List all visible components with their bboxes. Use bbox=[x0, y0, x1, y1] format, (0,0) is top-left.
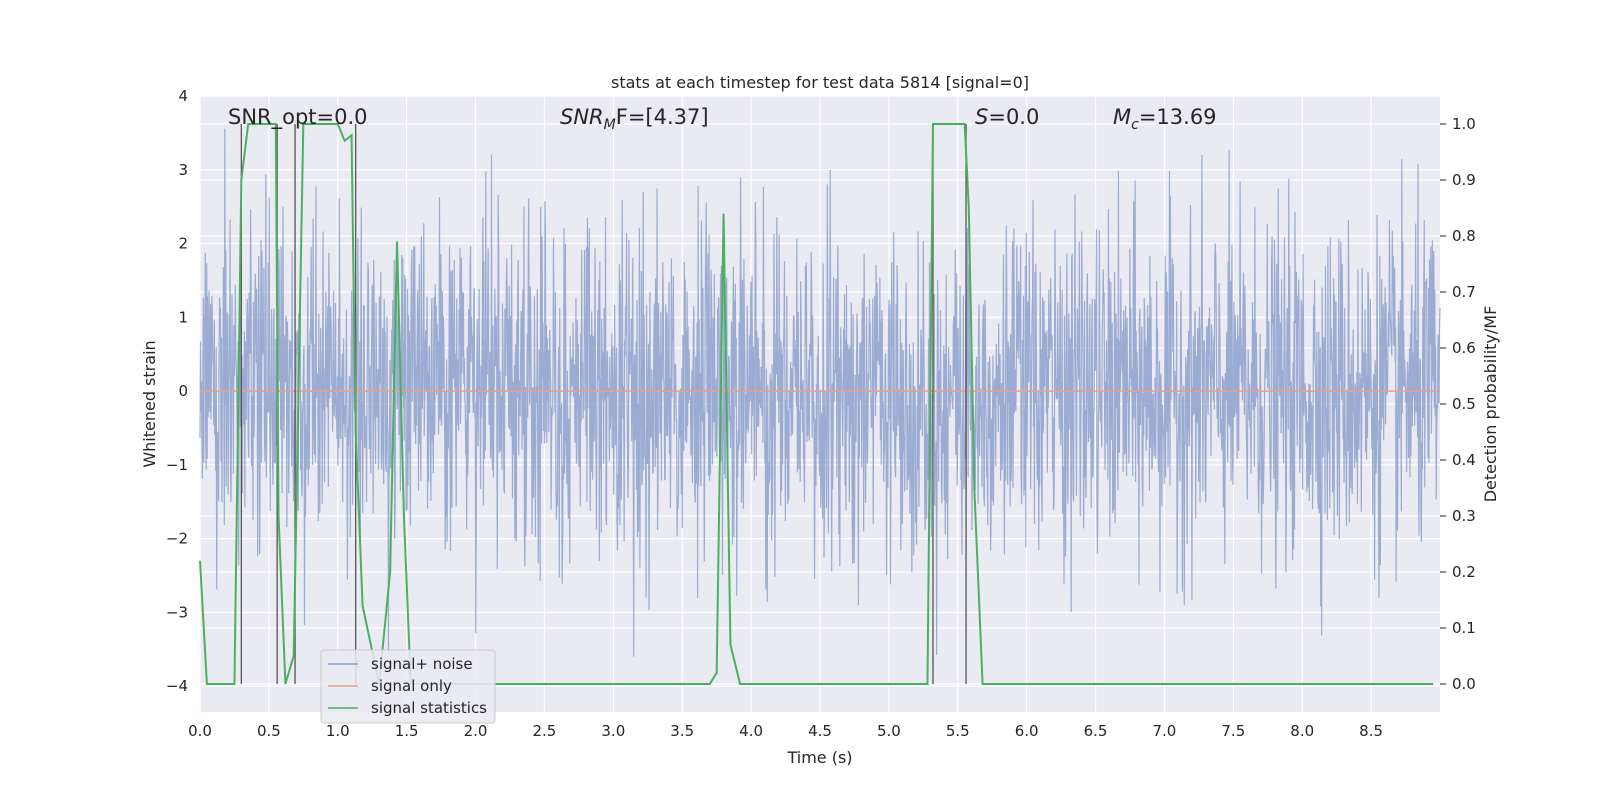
x-tick-label: 7.0 bbox=[1153, 722, 1177, 740]
legend-label-signal-noise: signal+ noise bbox=[371, 655, 473, 673]
signal-noise-line bbox=[199, 128, 1441, 657]
y-left-tick-label: −2 bbox=[166, 530, 188, 548]
series-signal-noise bbox=[199, 128, 1441, 657]
y-right-tick-label: 0.0 bbox=[1452, 675, 1476, 693]
x-tick-label: 0.5 bbox=[257, 722, 281, 740]
y-axis-label-left: Whitened strain bbox=[140, 340, 159, 467]
y-right-tick-label: 0.2 bbox=[1452, 563, 1476, 581]
x-tick-label: 6.0 bbox=[1015, 722, 1039, 740]
annotation-s: S=0.0 bbox=[975, 105, 1039, 129]
x-tick-label: 1.0 bbox=[326, 722, 350, 740]
x-tick-label: 4.0 bbox=[739, 722, 763, 740]
y-right-tick-label: 0.5 bbox=[1452, 395, 1476, 413]
x-axis-label: Time (s) bbox=[786, 748, 852, 767]
y-right-tick-label: 1.0 bbox=[1452, 115, 1476, 133]
y-right-tick-label: 0.3 bbox=[1452, 507, 1476, 525]
y-axis-label-right: Detection probability/MF bbox=[1481, 306, 1500, 503]
x-tick-label: 5.0 bbox=[877, 722, 901, 740]
legend: signal+ noise signal only signal statist… bbox=[320, 649, 496, 724]
x-tick-label: 8.0 bbox=[1290, 722, 1314, 740]
y-left-tick-label: 3 bbox=[178, 161, 188, 179]
legend-label-signal-only: signal only bbox=[371, 677, 452, 695]
y-right-tick-label: 0.7 bbox=[1452, 283, 1476, 301]
axis-ticks: 0.0 0.5 1.0 1.5 2.0 2.5 3.0 3.5 4.0 4.5 5.0 5.5 6.0 6… bbox=[166, 87, 1476, 740]
chart-title: stats at each timestep for test data 581… bbox=[611, 73, 1029, 92]
x-tick-label: 7.5 bbox=[1221, 722, 1245, 740]
y-left-tick-label: 4 bbox=[178, 87, 188, 105]
x-tick-label: 0.0 bbox=[188, 722, 212, 740]
legend-box bbox=[320, 649, 496, 724]
y-left-tick-label: −1 bbox=[166, 456, 188, 474]
x-tick-label: 3.0 bbox=[601, 722, 625, 740]
y-right-tick-label: 0.9 bbox=[1452, 171, 1476, 189]
legend-label-signal-statistics: signal statistics bbox=[371, 699, 487, 717]
x-tick-label: 3.5 bbox=[670, 722, 694, 740]
x-tick-label: 1.5 bbox=[395, 722, 419, 740]
y-right-tick-label: 0.8 bbox=[1452, 227, 1476, 245]
annotation-snr-mf: SNRMF=[4.37] bbox=[560, 105, 709, 133]
annotation-snr-opt: SNR_opt=0.0 bbox=[228, 105, 368, 130]
y-left-tick-label: 1 bbox=[178, 308, 188, 326]
annotation-mc: Mc=13.69 bbox=[1113, 105, 1217, 133]
x-tick-label: 5.5 bbox=[946, 722, 970, 740]
y-right-tick-label: 0.6 bbox=[1452, 339, 1476, 357]
y-left-tick-label: −3 bbox=[166, 603, 188, 621]
y-right-tick-label: 0.4 bbox=[1452, 451, 1476, 469]
y-left-tick-label: 2 bbox=[178, 235, 188, 253]
x-tick-label: 8.5 bbox=[1359, 722, 1383, 740]
x-tick-label: 6.5 bbox=[1084, 722, 1108, 740]
x-tick-label: 2.0 bbox=[464, 722, 488, 740]
y-right-tick-label: 0.1 bbox=[1452, 619, 1476, 637]
x-tick-label: 2.5 bbox=[533, 722, 557, 740]
y-left-tick-label: −4 bbox=[166, 677, 188, 695]
y-left-tick-label: 0 bbox=[178, 382, 188, 400]
x-tick-label: 4.5 bbox=[808, 722, 832, 740]
